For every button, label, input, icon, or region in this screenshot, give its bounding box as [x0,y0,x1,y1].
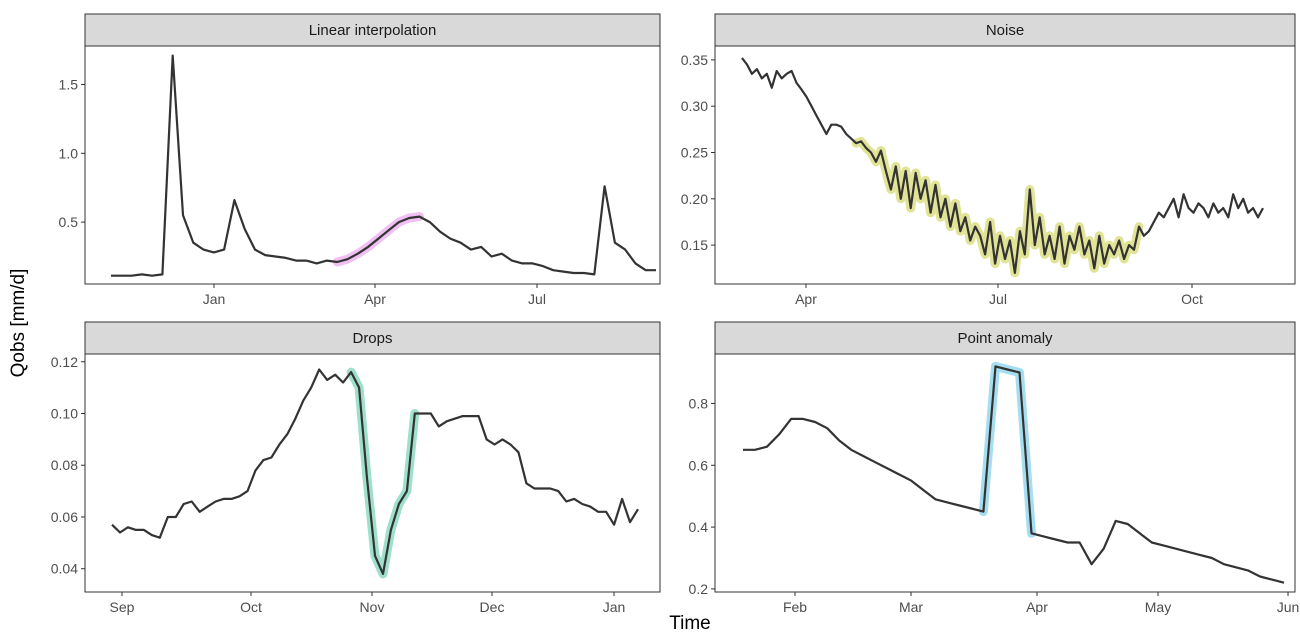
x-tick-label: Apr [1026,599,1048,615]
x-tick-label: Feb [783,599,807,615]
x-axis-title: Time [669,613,711,634]
y-tick-label: 0.25 [681,144,708,160]
x-tick-label: Jun [1277,599,1300,615]
y-tick-label: 0.04 [51,561,78,577]
y-tick-label: 0.30 [681,98,708,114]
y-tick-label: 0.6 [689,457,709,473]
x-tick-label: May [1145,599,1171,615]
panel-3: Point anomaly 0.2 0.4 0.6 0.8 Feb Mar Apr May Jun [689,321,1300,615]
panel-title: Noise [986,22,1024,39]
y-tick-label: 0.20 [681,191,708,207]
y-tick-label: 0.12 [51,354,78,370]
panel-strip [84,321,661,355]
series-line [741,57,1264,274]
series-line [111,368,639,575]
x-tick-label: Sep [110,599,135,615]
x-tick-label: Mar [899,599,923,615]
x-tick-label: Oct [240,599,262,615]
y-tick-label: 0.35 [681,52,708,68]
x-tick-label: Oct [1181,291,1203,307]
x-tick-label: Jul [989,291,1007,307]
panel-title: Point anomaly [957,330,1053,347]
panel-0: Linear interpolation 0.5 1.0 1.5 Jan Apr Jul [59,13,661,307]
series-line [111,54,656,277]
y-tick-label: 0.08 [51,457,78,473]
panel-1: Noise 0.15 0.20 0.25 0.30 0.35 Apr Jul Oct [681,13,1296,307]
x-tick-label: Jan [603,599,626,615]
y-tick-label: 0.4 [689,519,709,535]
x-tick-label: Dec [480,599,505,615]
x-tick-label: Apr [795,291,817,307]
y-tick-label: 0.2 [689,581,709,597]
panel-strip [84,13,661,47]
y-tick-label: 0.5 [59,214,79,230]
panel-title: Linear interpolation [309,22,437,39]
y-axis-title: Qobs [mm/d] [8,269,29,378]
y-tick-label: 0.10 [51,406,78,422]
y-tick-label: 1.5 [59,77,79,93]
x-tick-label: Jan [203,291,226,307]
y-tick-label: 0.15 [681,237,708,253]
plot-area [714,353,1296,593]
panel-2: Drops 0.04 0.06 0.08 0.10 0.12 Sep Oct Nov Dec Jan [51,321,661,615]
x-tick-label: Apr [364,291,386,307]
x-tick-label: Jul [528,291,546,307]
panel-strip [714,13,1296,47]
y-tick-label: 0.06 [51,509,78,525]
x-tick-label: Nov [360,599,385,615]
y-tick-label: 0.8 [689,395,709,411]
panel-title: Drops [352,330,392,347]
series-line [743,365,1285,584]
y-tick-label: 1.0 [59,145,79,161]
